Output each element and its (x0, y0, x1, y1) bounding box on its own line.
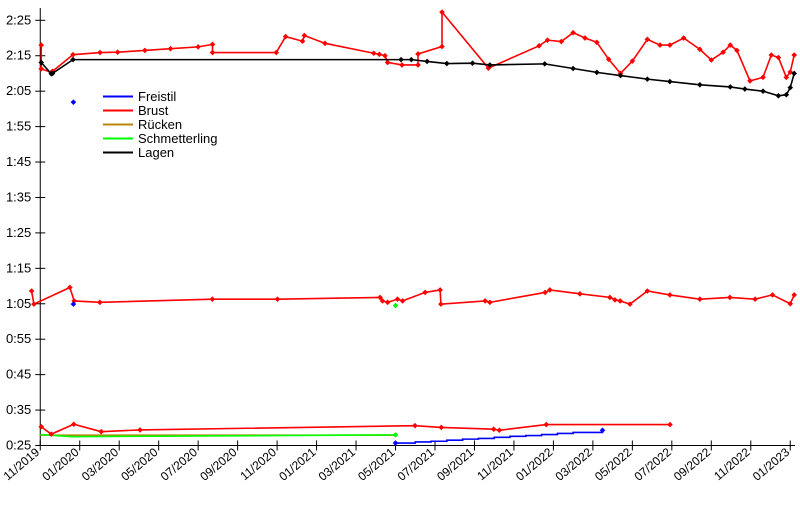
svg-text:1:35: 1:35 (6, 189, 31, 204)
svg-text:0:55: 0:55 (6, 331, 31, 346)
svg-text:1:15: 1:15 (6, 260, 31, 275)
svg-text:0:45: 0:45 (6, 367, 31, 382)
svg-text:0:35: 0:35 (6, 402, 31, 417)
svg-text:Freistil: Freistil (138, 89, 176, 104)
svg-text:Lagen: Lagen (138, 145, 174, 160)
svg-text:Brust: Brust (138, 103, 169, 118)
svg-text:1:45: 1:45 (6, 154, 31, 169)
svg-text:Schmetterling: Schmetterling (138, 131, 217, 146)
svg-text:2:25: 2:25 (6, 12, 31, 27)
svg-text:2:15: 2:15 (6, 48, 31, 63)
svg-text:1:55: 1:55 (6, 119, 31, 134)
svg-text:1:05: 1:05 (6, 296, 31, 311)
svg-text:Rücken: Rücken (138, 117, 182, 132)
svg-text:1:25: 1:25 (6, 225, 31, 240)
svg-text:2:05: 2:05 (6, 83, 31, 98)
